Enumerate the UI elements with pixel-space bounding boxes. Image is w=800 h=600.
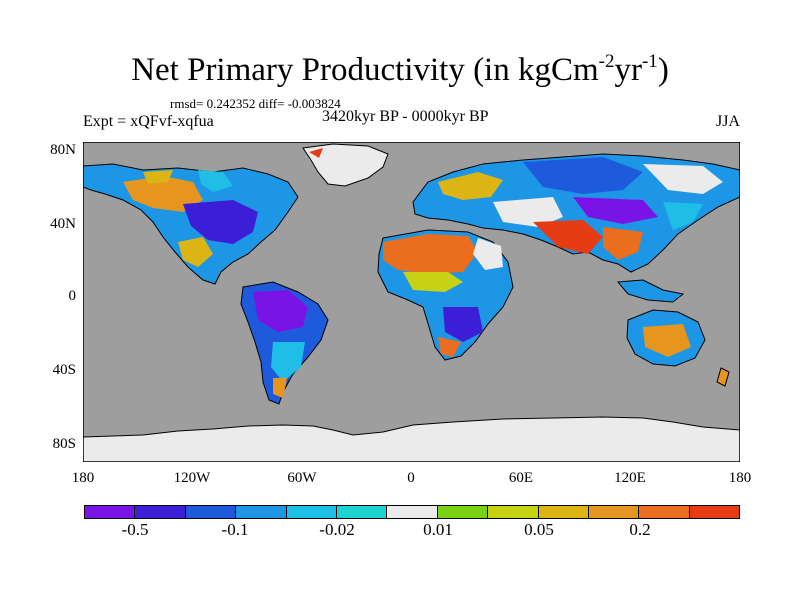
npp-map	[83, 142, 740, 462]
colorbar-swatch	[286, 506, 337, 518]
colorbar-swatch	[135, 506, 186, 518]
colorbar-swatch	[538, 506, 589, 518]
colorbar-label: -0.1	[221, 520, 249, 539]
colorbar-label: 0.2	[629, 520, 651, 539]
colorbar-swatch	[488, 506, 539, 518]
greenland-landmass	[302, 143, 389, 187]
colorbar-swatch	[639, 506, 690, 518]
rmsd-diff-stats: rmsd= 0.242352 diff= -0.003824	[170, 96, 341, 111]
colorbar-label: -0.02	[319, 520, 355, 539]
lon-label-0: 0	[407, 470, 415, 486]
colorbar-label: 0.01	[423, 520, 453, 539]
colorbar-label: 0.05	[524, 520, 554, 539]
lon-label-180e: 180	[728, 470, 752, 486]
experiment-label: Expt = xQFvf-xqfua	[83, 113, 214, 130]
period-label: 3420kyr BP - 0000kyr BP	[322, 108, 489, 125]
lon-label-180w: 180	[71, 470, 95, 486]
lat-label-80n: 80N	[50, 142, 76, 158]
colorbar-swatch	[85, 506, 136, 518]
chart-title: Net Primary Productivity (in kgCm-2yr-1)	[131, 51, 669, 88]
lat-label-0: 0	[68, 288, 77, 304]
lon-label-120e: 120E	[614, 470, 646, 486]
colorbar	[84, 505, 740, 519]
colorbar-label: -0.5	[121, 520, 149, 539]
season-label: JJA	[715, 113, 740, 130]
lon-label-60w: 60W	[287, 470, 317, 486]
lat-label-40n: 40N	[50, 216, 76, 232]
lon-label-60e: 60E	[508, 470, 534, 486]
new-zealand-landmass	[716, 367, 730, 387]
lon-label-120w: 120W	[173, 470, 211, 486]
colorbar-swatch	[588, 506, 640, 518]
colorbar-swatch	[387, 506, 438, 518]
colorbar-swatch	[236, 506, 287, 518]
colorbar-swatch	[185, 506, 237, 518]
colorbar-swatch	[437, 506, 489, 518]
southeast-asia-islands	[616, 279, 685, 303]
colorbar-swatch	[336, 506, 388, 518]
lat-label-80s: 80S	[52, 436, 76, 452]
lat-label-40s: 40S	[52, 362, 76, 378]
colorbar-swatch	[689, 506, 740, 518]
antarctica-landmass	[83, 416, 740, 462]
